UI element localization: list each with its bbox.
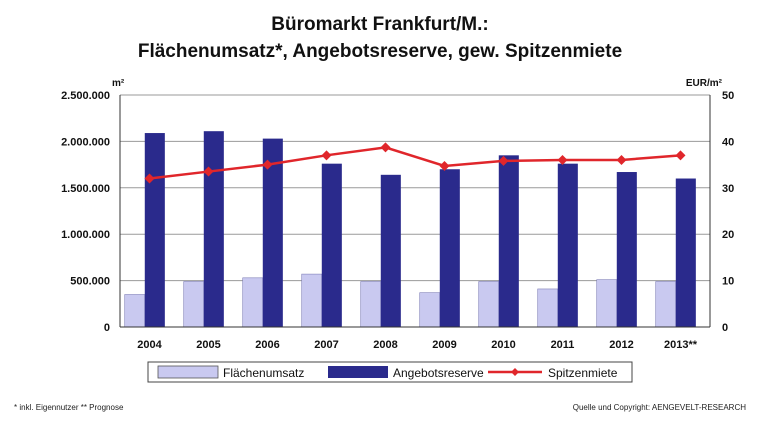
legend-box	[147, 361, 633, 383]
bar-flaechenumsatz	[242, 277, 264, 328]
footnote-left: * inkl. Eigennutzer ** Prognose	[14, 403, 124, 412]
spitzenmiete-line	[149, 146, 681, 180]
spitzenmiete-point	[616, 154, 627, 165]
x-tick-label: 2013**	[664, 339, 698, 351]
bar-flaechenumsatz	[301, 273, 323, 328]
bar-angebotsreserve	[380, 174, 401, 327]
bar-flaechenumsatz	[419, 292, 441, 328]
bar-series	[124, 131, 696, 328]
spitzenmiete-point	[380, 142, 391, 153]
bar-angebotsreserve	[203, 131, 224, 327]
bar-angebotsreserve	[144, 133, 165, 327]
y-axis-ticks: 0 500.000 1.000.000 1.500.000 2.000.000 2.500…	[61, 90, 110, 334]
y2-axis-unit-label: EUR/m²	[686, 78, 723, 89]
x-tick-label: 2011	[551, 339, 575, 351]
x-tick-label: 2012	[609, 339, 633, 351]
legend-label-angebotsreserve: Angebotsreserve	[393, 366, 484, 380]
y2-axis-ticks: 0 10 20 30 40 50	[722, 90, 734, 334]
x-tick-label: 2008	[373, 339, 397, 351]
y2-tick-label: 0	[722, 322, 728, 334]
spitzenmiete-point	[203, 166, 214, 177]
spitzenmiete-point	[439, 160, 450, 171]
bar-angebotsreserve	[498, 155, 519, 327]
y-tick-label: 2.000.000	[61, 136, 110, 148]
x-tick-label: 2004	[137, 339, 162, 351]
y-tick-label: 1.000.000	[61, 229, 110, 241]
bar-angebotsreserve	[262, 138, 283, 327]
bar-flaechenumsatz	[537, 288, 559, 328]
axes	[119, 95, 711, 328]
bar-flaechenumsatz	[183, 281, 205, 328]
spitzenmiete-point	[262, 159, 273, 170]
bar-angebotsreserve	[321, 163, 342, 327]
legend-swatch-angebotsreserve	[328, 366, 388, 378]
bar-angebotsreserve	[675, 178, 696, 327]
chart-title: Büromarkt Frankfurt/M.:	[271, 14, 488, 35]
x-tick-label: 2007	[314, 339, 338, 351]
bar-angebotsreserve	[616, 172, 637, 327]
spitzenmiete-point	[557, 154, 568, 165]
bar-flaechenumsatz	[596, 279, 618, 328]
spitzenmiete-point	[498, 155, 509, 166]
x-axis-ticks: 2004 2005 2006 2007 2008 2009 2010 2011 2012 2013…	[137, 339, 697, 351]
bar-angebotsreserve	[557, 163, 578, 327]
y-tick-label: 1.500.000	[61, 183, 110, 195]
legend: Flächenumsatz Angebotsreserve Spitzenmie…	[147, 361, 633, 383]
bar-angebotsreserve	[439, 169, 460, 327]
y2-tick-label: 30	[722, 183, 734, 195]
legend-swatch-flaechenumsatz	[157, 365, 219, 379]
bar-flaechenumsatz	[478, 281, 500, 328]
y-tick-label: 500.000	[70, 276, 110, 288]
y2-tick-label: 50	[722, 90, 734, 102]
y-tick-label: 2.500.000	[61, 90, 110, 102]
spitzenmiete-point	[675, 150, 686, 161]
spitzenmiete-point	[144, 173, 155, 184]
x-tick-label: 2006	[255, 339, 279, 351]
legend-label-flaechenumsatz: Flächenumsatz	[223, 366, 304, 380]
legend-label-spitzenmiete: Spitzenmiete	[548, 366, 618, 380]
x-tick-label: 2005	[196, 339, 220, 351]
bar-flaechenumsatz	[360, 281, 382, 328]
y2-tick-label: 20	[722, 229, 734, 241]
legend-marker-spitzenmiete	[511, 368, 519, 376]
footnote-right: Quelle und Copyright: AENGEVELT-RESEARCH	[573, 403, 746, 412]
y-axis-unit-label: m²	[112, 78, 125, 89]
spitzenmiete-point	[321, 150, 332, 161]
y2-tick-label: 40	[722, 136, 734, 148]
x-tick-label: 2009	[432, 339, 456, 351]
y2-tick-label: 10	[722, 276, 734, 288]
line-series	[144, 142, 686, 184]
bar-flaechenumsatz	[124, 294, 146, 328]
bar-flaechenumsatz	[655, 281, 677, 328]
y-tick-label: 0	[104, 322, 110, 334]
x-tick-label: 2010	[491, 339, 515, 351]
chart-subtitle: Flächenumsatz*, Angebotsreserve, gew. Sp…	[138, 41, 622, 62]
